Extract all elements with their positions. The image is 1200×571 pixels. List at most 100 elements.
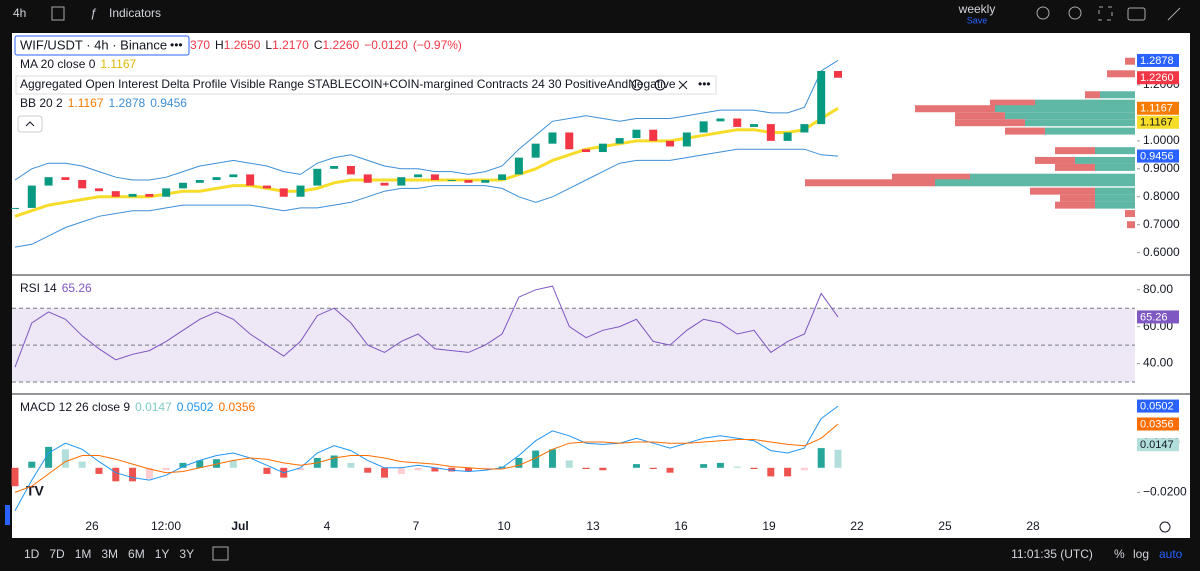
y-tick-label: 40.00 <box>1143 356 1173 370</box>
macd-histogram-bar <box>666 467 674 473</box>
candle <box>195 179 204 183</box>
axis-settings-icon[interactable] <box>1159 521 1171 533</box>
chart: 0.60000.70000.80000.90001.00001.20001.28… <box>11 35 1187 533</box>
range-button[interactable]: 3M <box>101 547 118 561</box>
price-badge-label: 1.2260 <box>1140 72 1174 84</box>
profile-positive <box>1095 147 1135 155</box>
candle <box>380 182 389 186</box>
candle <box>548 132 557 144</box>
ohlc-value: 1.2260 <box>322 38 359 52</box>
ohlc-value: 1.2650 <box>224 38 261 52</box>
candle <box>279 188 288 197</box>
price-badge-label: 0.9456 <box>1140 150 1174 162</box>
gear-icon[interactable] <box>654 79 666 91</box>
profile-negative <box>1035 156 1075 164</box>
range-button[interactable]: 6M <box>128 547 145 561</box>
draw-icon[interactable] <box>1167 7 1181 21</box>
settings-icon[interactable] <box>1068 6 1082 20</box>
rsi-label: RSI 14 <box>20 281 57 295</box>
profile-positive <box>1095 187 1135 195</box>
candle <box>800 124 809 133</box>
log-toggle[interactable]: log <box>1133 547 1149 561</box>
eye-icon[interactable] <box>631 79 643 91</box>
candle <box>514 157 523 175</box>
candle <box>632 129 641 139</box>
candle <box>716 118 725 122</box>
candle <box>78 179 87 189</box>
fullscreen-icon[interactable] <box>1098 6 1113 21</box>
price-badge-label: 65.26 <box>1140 311 1168 323</box>
bb-label: BB 20 2 <box>20 96 63 110</box>
candles-icon[interactable] <box>51 6 65 21</box>
candle <box>430 174 439 180</box>
candle <box>11 207 19 209</box>
candle <box>447 179 456 181</box>
macd-histogram-bar <box>716 462 724 468</box>
indicators-button[interactable]: Indicators <box>109 6 161 20</box>
candle <box>162 188 171 197</box>
price-badge <box>1137 115 1179 129</box>
macd-histogram-bar <box>61 449 69 468</box>
top-toolbar: 4h ƒ Indicators weekly Save <box>13 2 1181 25</box>
candle <box>330 166 339 169</box>
candle <box>246 174 255 186</box>
candle <box>498 174 507 180</box>
macd-histogram-bar <box>498 466 506 468</box>
ma-value: 1.1167 <box>100 57 136 71</box>
candle <box>44 177 53 186</box>
alert-icon[interactable] <box>1036 6 1050 20</box>
range-button[interactable]: 3Y <box>179 547 194 561</box>
range-button[interactable]: 1M <box>75 547 92 561</box>
layout-name[interactable]: weekly <box>958 2 996 16</box>
percent-toggle[interactable]: % <box>1114 547 1125 561</box>
ohlc-key: C <box>314 38 323 52</box>
candle <box>733 118 742 127</box>
snapshot-icon[interactable] <box>1127 7 1146 21</box>
x-tick-label: 12:00 <box>151 519 181 533</box>
ma-label: MA 20 close 0 <box>20 57 96 71</box>
interval-button[interactable]: 4h <box>13 6 26 20</box>
auto-toggle[interactable]: auto <box>1159 547 1183 561</box>
save-label[interactable]: Save <box>967 15 988 25</box>
y-tick-label: 0.6000 <box>1143 245 1180 259</box>
macd-histogram-bar <box>112 467 120 482</box>
y-tick-label: −0.0200 <box>1143 485 1187 499</box>
macd-histogram-bar <box>632 464 640 468</box>
range-button[interactable]: 1D <box>24 547 40 561</box>
macd-histogram-bar <box>481 467 489 470</box>
price-badge <box>1137 310 1179 324</box>
close-icon[interactable] <box>678 80 688 90</box>
profile-negative <box>1125 57 1135 65</box>
y-tick-label: 80.00 <box>1143 282 1173 296</box>
range-button[interactable]: 1Y <box>155 547 170 561</box>
range-button[interactable]: 7D <box>49 547 65 561</box>
price-badge <box>1137 71 1179 85</box>
candle <box>397 177 406 186</box>
ohlc-key: L <box>265 38 272 52</box>
macd-histogram-bar <box>448 467 456 472</box>
candle <box>212 177 221 180</box>
macd-histogram-bar <box>162 467 170 471</box>
bb-lower <box>14 148 839 248</box>
candle <box>27 185 36 208</box>
profile-negative <box>1005 127 1045 135</box>
macd-histogram-bar <box>582 467 590 470</box>
profile-legend-box <box>15 75 717 95</box>
candle <box>111 191 120 197</box>
x-tick-label: 4 <box>324 519 331 533</box>
profile-positive <box>1035 99 1135 107</box>
candle <box>145 193 154 197</box>
collapse-button[interactable] <box>17 115 43 133</box>
macd-histogram-bar <box>532 450 540 468</box>
side-tab[interactable] <box>5 505 10 525</box>
x-tick-label: 13 <box>586 519 600 533</box>
macd-histogram-bar <box>397 467 405 474</box>
date-range-icon[interactable] <box>212 546 229 561</box>
signal-line <box>14 423 839 493</box>
macd-histogram-bar <box>800 467 808 471</box>
profile-negative <box>1107 70 1135 78</box>
macd-histogram-bar <box>381 467 389 478</box>
symbol-box[interactable] <box>14 35 190 56</box>
profile-negative <box>1055 147 1095 155</box>
